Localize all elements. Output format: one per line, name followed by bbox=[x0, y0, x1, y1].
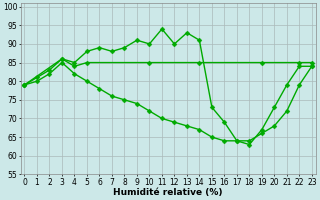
X-axis label: Humidité relative (%): Humidité relative (%) bbox=[113, 188, 223, 197]
